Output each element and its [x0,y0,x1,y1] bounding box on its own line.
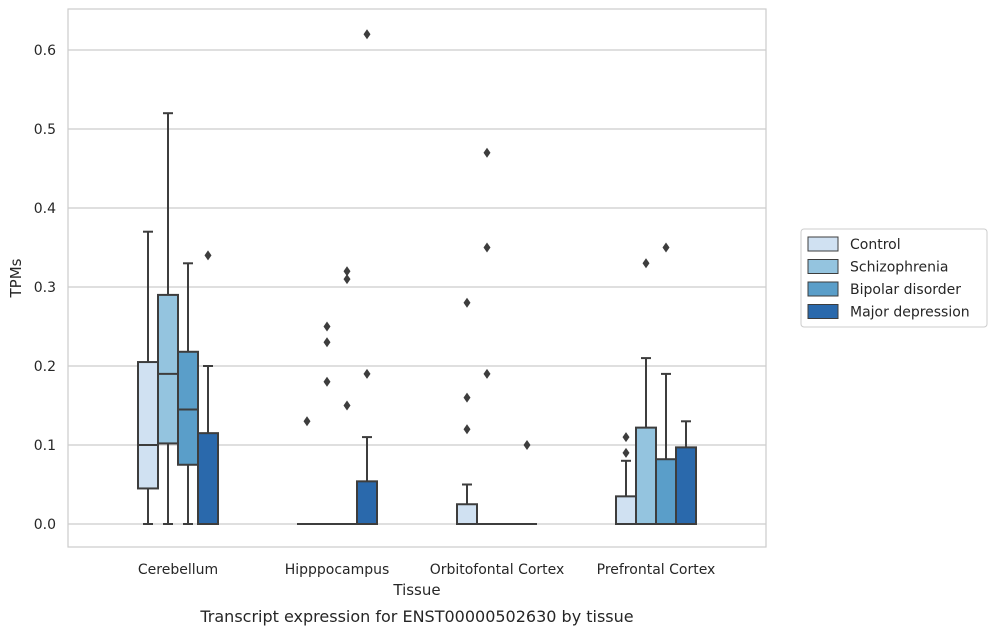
y-tick-label: 0.3 [34,280,56,296]
box-major-depression [197,250,219,525]
box-major-depression [675,420,697,525]
outlier-point [323,321,331,332]
outlier-point [622,432,630,443]
grid-lines [68,49,766,525]
outlier-point [483,368,491,379]
chart-caption: Transcript expression for ENST0000050263… [199,607,633,626]
box-control [297,416,317,525]
box-schizophrenia [317,321,337,525]
outlier-point [483,147,491,158]
y-tick-label: 0.0 [34,517,56,533]
box-schizophrenia [477,147,497,525]
box-control [456,297,478,525]
legend-label: Bipolar disorder [850,282,961,298]
outlier-point [323,376,331,387]
legend-swatch [807,259,839,274]
outlier-point [343,266,351,277]
box-body [655,458,677,525]
y-tick-label: 0.2 [34,359,56,375]
x-tick-label: Orbitofontal Cortex [430,562,565,578]
y-tick-label: 0.6 [34,43,56,59]
x-tick-labels: Cerebellum Hipppocampus Orbitofontal Corte… [138,562,715,578]
outlier-point [204,250,212,261]
outlier-point [463,392,471,403]
box-body [635,426,657,525]
box-bipolar-disorder [337,266,357,525]
box-body [456,503,478,525]
outlier-point [363,29,371,40]
outlier-point [523,440,531,450]
outlier-point [343,400,351,411]
legend-frame [800,228,988,328]
x-tick-label: Hipppocampus [285,562,390,578]
legend: Control Schizophrenia Bipolar disorder Majo… [800,228,988,328]
box-control [615,432,637,526]
y-axis-label: TPMs [7,258,25,298]
outlier-point [642,258,650,269]
outlier-point [662,242,670,253]
box-body [675,446,697,525]
outlier-point [483,242,491,253]
outlier-point [622,447,630,458]
plot-frame [67,8,767,548]
legend-label: Schizophrenia [850,260,948,276]
legend-swatch [807,236,839,252]
x-tick-label: Cerebellum [138,562,218,578]
box-major-depression [356,29,378,525]
box-schizophrenia [635,258,657,525]
box-body [157,293,179,445]
outlier-point [363,368,371,379]
legend-swatch [807,304,839,319]
outlier-point [303,416,311,427]
legend-swatch [807,281,839,297]
x-axis-label: Tissue [392,581,440,599]
boxes [137,29,697,526]
box-body [177,350,199,466]
legend-label: Major depression [850,305,970,321]
y-tick-label: 0.1 [34,438,56,454]
outlier-point [343,274,351,285]
y-tick-label: 0.5 [34,122,56,138]
outlier-point [463,297,471,308]
y-tick-label: 0.4 [34,201,56,217]
outlier-point [463,424,471,435]
box-control [137,230,159,525]
box-bipolar-disorder [655,242,677,525]
box-body [356,480,378,525]
box-schizophrenia [157,112,179,525]
box-major-depression [517,440,537,525]
box-body [137,361,159,490]
legend-label: Control [850,237,901,253]
box-body [615,495,637,526]
box-body [197,432,219,525]
outlier-point [323,337,331,348]
x-tick-label: Prefrontal Cortex [597,562,716,578]
y-tick-labels: 0.0 0.1 0.2 0.3 0.4 0.5 0.6 [34,43,56,533]
box-bipolar-disorder [177,262,199,525]
